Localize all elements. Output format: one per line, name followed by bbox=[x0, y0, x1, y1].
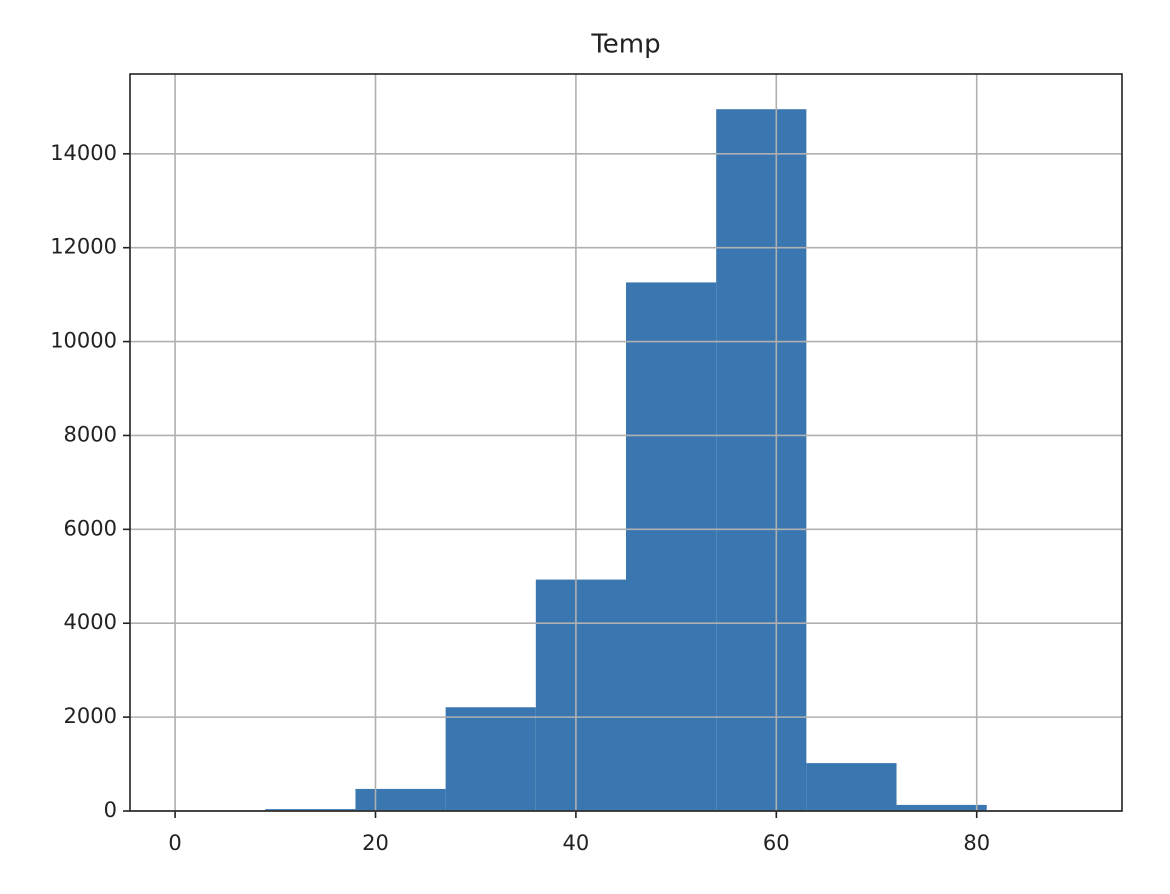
x-tick-label: 20 bbox=[362, 831, 389, 855]
x-tick-label: 60 bbox=[763, 831, 790, 855]
bar bbox=[896, 804, 987, 811]
bar bbox=[626, 282, 717, 811]
y-tick-label: 8000 bbox=[64, 422, 117, 446]
plot-frame bbox=[129, 73, 1123, 812]
x-tick-label: 80 bbox=[963, 831, 990, 855]
y-tick-label: 14000 bbox=[50, 141, 117, 165]
y-tick-label: 6000 bbox=[64, 516, 117, 540]
x-tick-label: 40 bbox=[563, 831, 590, 855]
y-tick-label: 4000 bbox=[64, 610, 117, 634]
y-tick-label: 2000 bbox=[64, 704, 117, 728]
x-tick-label: 0 bbox=[168, 831, 181, 855]
chart-title: Temp bbox=[590, 30, 660, 60]
bar bbox=[716, 109, 807, 811]
bar bbox=[806, 763, 897, 811]
bar bbox=[355, 788, 446, 811]
bar bbox=[265, 809, 356, 811]
y-tick-label: 10000 bbox=[50, 329, 117, 353]
y-tick-label: 0 bbox=[104, 798, 117, 822]
bar bbox=[535, 579, 626, 811]
y-tick-label: 12000 bbox=[50, 235, 117, 259]
bar bbox=[445, 707, 536, 811]
